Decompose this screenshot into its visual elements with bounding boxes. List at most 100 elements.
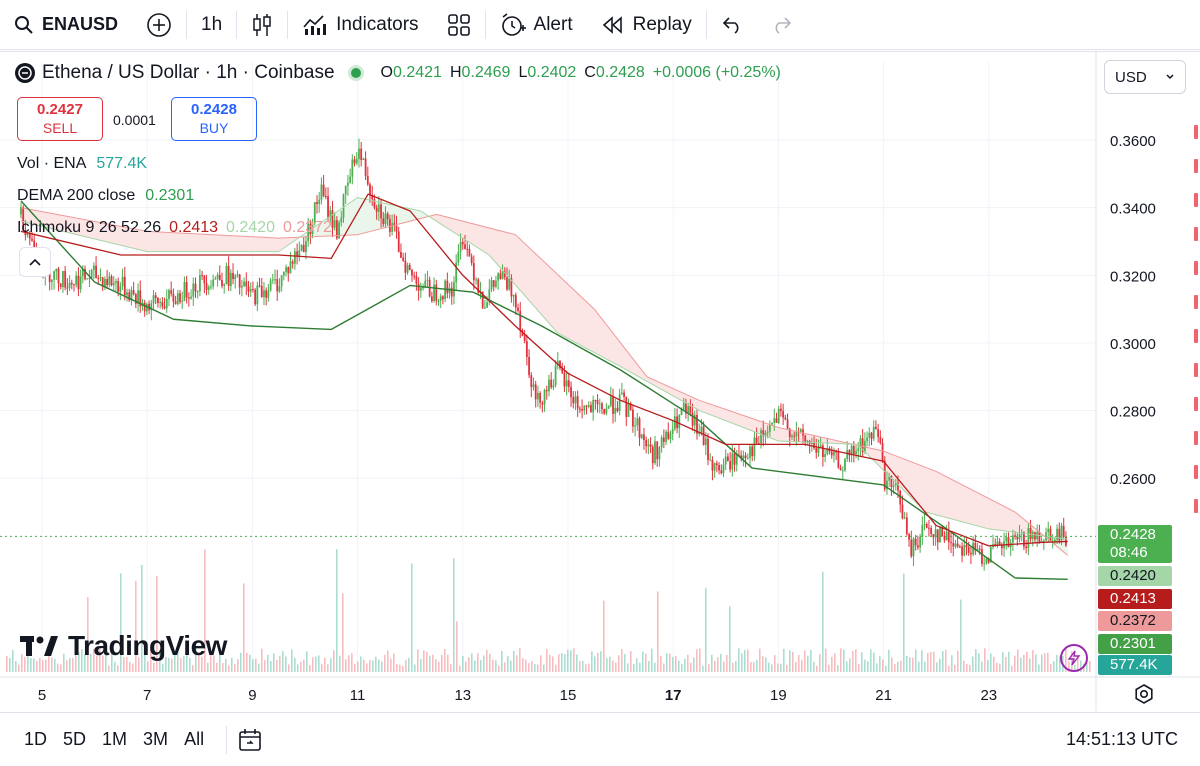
layouts-button[interactable] [433,0,485,50]
price-axis-label: 0.2800 [1110,404,1156,421]
candle-body [795,431,798,437]
candle-body [791,435,793,437]
volume-bar [174,651,176,672]
candle-body [181,300,184,302]
candle-body [629,403,632,410]
tradingview-logo[interactable]: TradingView [20,630,227,662]
interval-button[interactable]: 1h [187,0,236,50]
volume-bar [705,587,707,672]
go-to-date-icon[interactable] [237,727,263,753]
flash-button[interactable] [1060,644,1088,672]
candle-body [31,238,33,241]
volume-bar [756,660,758,672]
candle-body [134,294,137,304]
candle-body [530,375,533,388]
volume-bar [555,664,557,672]
candle-body [671,428,674,434]
candle-body [150,303,153,311]
replay-button[interactable]: Replay [587,0,706,50]
candle-body [145,303,148,312]
volume-bar [924,661,926,672]
candle-body [289,261,292,274]
buy-button[interactable]: 0.2428 BUY [171,97,257,141]
range-button-5d[interactable]: 5D [63,729,87,749]
volume-bar [228,665,230,672]
candle-body [552,385,555,388]
currency-select[interactable]: USD [1104,60,1186,94]
volume-bar [141,564,143,672]
ichimoku-legend[interactable]: Ichimoku 9 26 52 26 0.2413 0.2420 0.2372 [17,219,332,237]
candle-body [780,408,782,412]
candle-body [537,393,539,400]
alert-button[interactable]: Alert [486,0,587,50]
volume-bar [717,657,719,672]
collapse-legend-button[interactable] [20,248,50,276]
volume-bar [339,655,341,672]
candle-body [79,276,82,290]
candle-body [437,300,440,302]
range-button-3m[interactable]: 3M [143,729,169,749]
volume-bar [315,656,317,672]
sell-button[interactable]: 0.2427 SELL [17,97,103,141]
chart-pane[interactable] [0,51,1200,711]
candle-body [729,461,732,470]
volume-bar [189,658,191,672]
volume-bar [30,658,32,672]
candle-body [941,527,944,537]
candle-body [844,458,846,471]
price-chart[interactable]: 0.3600 0.3400 0.3200 0.3000 0.2800 0.2600 5 7 9 1… [0,0,1200,711]
candle-body [866,437,868,442]
volume-bar [204,549,206,672]
volume-bar [735,661,737,672]
volume-bar [333,650,335,672]
settings-icon[interactable] [1133,683,1155,705]
compare-button[interactable] [132,0,186,50]
candle-body [702,426,705,445]
volume-bar [672,656,674,672]
volume-bar [234,664,236,672]
candle-body [483,307,486,309]
candle-body [888,475,891,481]
time-axis-label: 15 [560,687,577,704]
candle-body [260,285,263,298]
plus-circle-icon [147,12,171,37]
candle-body [618,394,621,411]
candle-body [771,422,773,425]
volume-bar [87,596,89,672]
candle-body [327,196,329,218]
indicators-button[interactable]: Indicators [288,0,432,50]
candle-body [402,257,405,261]
volume-bar [390,658,392,672]
range-button-1m[interactable]: 1M [102,729,128,749]
candle-body [693,414,696,426]
utc-clock[interactable]: 14:51:13 UTC [1065,729,1178,749]
candle-body [956,543,959,547]
candle-body [205,283,208,290]
volume-bar [732,662,734,672]
chart-type-button[interactable] [237,0,287,50]
volume-bar [126,657,128,672]
candle-body [442,296,444,300]
candle-body [426,279,429,281]
volume-bar [423,650,425,672]
toolbar-divider [226,725,228,754]
volume-bar [411,563,413,672]
volume-bar [414,664,416,672]
dema-legend[interactable]: DEMA 200 close 0.2301 [17,187,194,205]
volume-bar [153,662,155,672]
volume-bar [1011,665,1013,672]
legend-title: Ethena / US Dollar · 1h · Coinbase [42,62,335,83]
volume-bar [18,664,20,672]
candle-body [762,430,765,437]
range-button-1d[interactable]: 1D [24,729,48,749]
close-key: C [584,64,596,81]
range-button-all[interactable]: All [184,729,205,749]
undo-button[interactable] [707,0,757,50]
volume-legend[interactable]: Vol · ENA 577.4K [17,155,147,173]
candle-body [28,234,31,239]
candle-body [126,292,128,296]
redo-button[interactable] [757,0,807,50]
symbol-search[interactable]: ENAUSD [0,0,132,50]
candle-body [411,269,413,276]
candle-body [492,280,495,287]
